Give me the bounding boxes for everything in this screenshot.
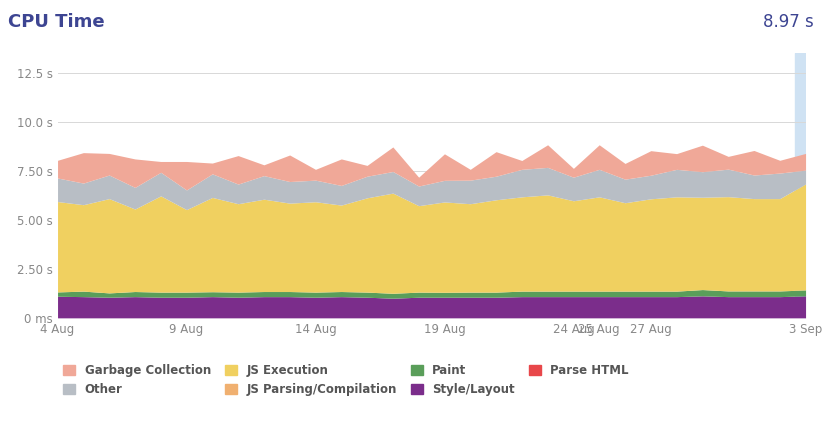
Bar [795,53,816,318]
Legend: Garbage Collection, Other, JS Execution, JS Parsing/Compilation, Paint, Style/La: Garbage Collection, Other, JS Execution,… [63,364,629,396]
Text: CPU Time: CPU Time [8,13,105,31]
Text: 8.97 s: 8.97 s [763,13,814,31]
